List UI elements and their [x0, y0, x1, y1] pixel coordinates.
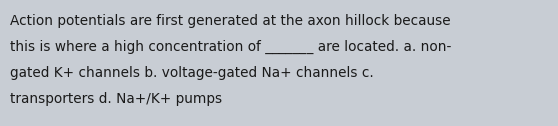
- Text: Action potentials are first generated at the axon hillock because: Action potentials are first generated at…: [10, 14, 451, 28]
- Text: this is where a high concentration of _______ are located. a. non-: this is where a high concentration of __…: [10, 40, 451, 54]
- Text: transporters d. Na+/K+ pumps: transporters d. Na+/K+ pumps: [10, 92, 222, 106]
- Text: gated K+ channels b. voltage-gated Na+ channels c.: gated K+ channels b. voltage-gated Na+ c…: [10, 66, 374, 80]
